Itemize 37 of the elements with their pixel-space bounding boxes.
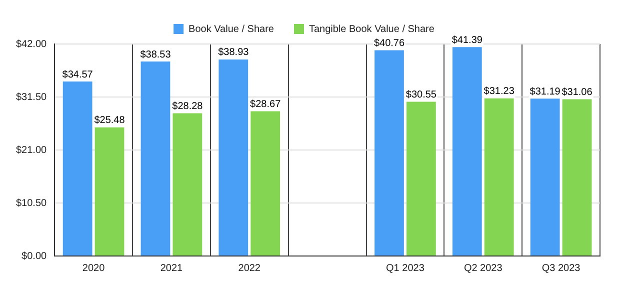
x-tick-label: Q3 2023 — [542, 262, 581, 274]
data-label: $41.39 — [452, 34, 483, 46]
data-label: $38.93 — [218, 47, 250, 58]
bar — [218, 59, 248, 256]
data-label: $31.19 — [530, 86, 561, 98]
y-tick-label: $42.00 — [16, 38, 48, 50]
bar — [406, 102, 436, 256]
bar — [62, 82, 92, 256]
data-label: $30.55 — [406, 90, 437, 101]
bar — [250, 111, 280, 256]
data-label: $34.57 — [62, 69, 94, 80]
bar — [94, 127, 124, 256]
x-tick-label: Q2 2023 — [464, 262, 503, 274]
y-tick-label: $10.50 — [16, 198, 48, 209]
data-label: $38.53 — [140, 49, 172, 60]
bar — [140, 62, 170, 256]
data-label: $31.23 — [484, 86, 515, 98]
x-tick-label: 2022 — [238, 262, 261, 274]
bar — [374, 50, 404, 256]
bar — [562, 99, 592, 256]
legend-label: Tangible Book Value / Share — [308, 24, 435, 35]
bar — [172, 113, 202, 256]
data-label: $40.76 — [374, 38, 405, 50]
data-label: $25.48 — [94, 115, 126, 126]
y-tick-label: $31.50 — [16, 92, 48, 103]
bar — [530, 98, 560, 256]
bar — [452, 47, 482, 256]
bar — [484, 98, 514, 256]
y-tick-label: $0.00 — [22, 250, 48, 262]
data-label: $28.28 — [172, 101, 204, 112]
data-label: $28.67 — [250, 99, 282, 110]
data-label: $31.06 — [562, 86, 593, 98]
x-tick-label: Q1 2023 — [386, 262, 425, 274]
legend-label: Book Value / Share — [188, 24, 274, 35]
x-tick-label: 2020 — [82, 262, 106, 274]
x-tick-label: 2021 — [160, 262, 184, 274]
y-tick-label: $21.00 — [16, 144, 48, 156]
